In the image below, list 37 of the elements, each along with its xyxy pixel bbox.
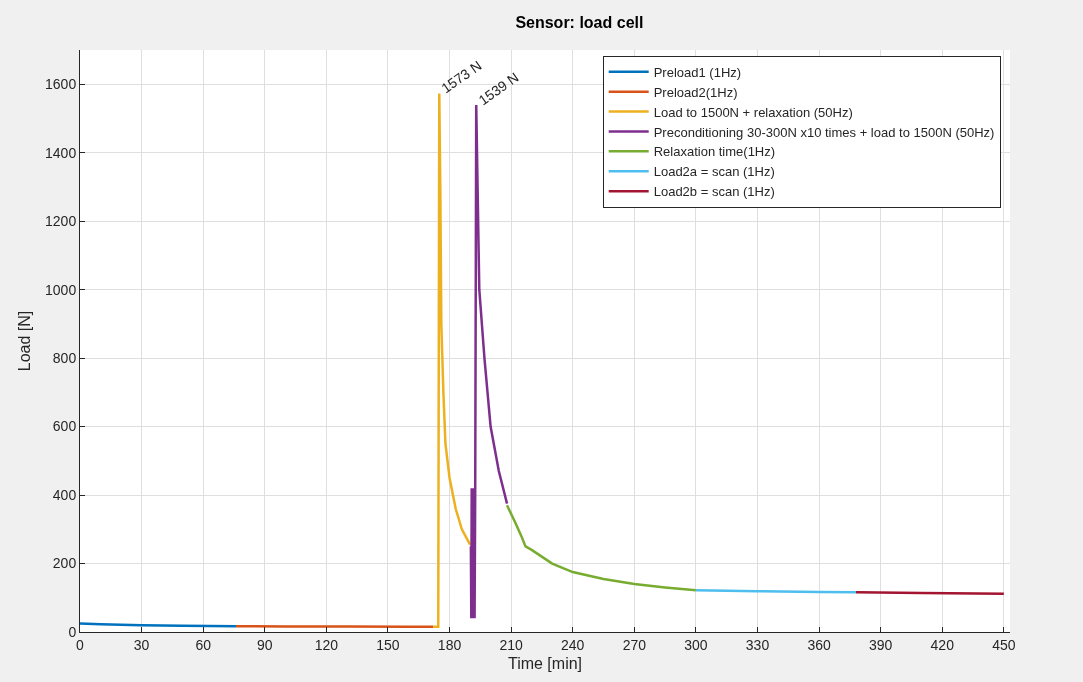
x-tick-label: 180 [437, 636, 462, 653]
y-tick-label: 1000 [45, 281, 77, 298]
y-tick-label: 1400 [45, 144, 77, 161]
legend-label: Preconditioning 30-300N x10 times + load to 1500N (50Hz) [653, 124, 995, 140]
chart-title: Sensor: load cell [515, 14, 644, 32]
x-tick-label: 150 [376, 636, 400, 653]
x-tick-label: 120 [314, 636, 339, 653]
x-tick-label: 390 [868, 636, 893, 653]
x-tick-label: 360 [807, 636, 831, 653]
y-tick-label: 1600 [45, 76, 77, 93]
x-tick-label: 270 [622, 636, 647, 653]
y-tick-label: 600 [52, 418, 77, 435]
x-tick-label: 300 [684, 636, 708, 653]
legend-label: Preload1 (1Hz) [653, 64, 742, 80]
legend-label: Preload2(1Hz) [653, 84, 738, 100]
legend-label: Load to 1500N + relaxation (50Hz) [653, 104, 853, 120]
y-tick-label: 200 [52, 555, 77, 572]
line-series [469, 103, 509, 620]
x-tick-label: 60 [195, 636, 212, 653]
line-series [431, 92, 472, 629]
x-axis-title: Time [min] [507, 655, 583, 673]
y-tick-label: 800 [52, 350, 77, 367]
legend-label: Load2a = scan (1Hz) [653, 164, 775, 180]
x-tick-label: 450 [992, 636, 1016, 653]
y-tick-label: 400 [52, 486, 77, 503]
y-tick-label: 0 [68, 623, 77, 640]
y-axis-title: Load [N] [15, 310, 33, 372]
legend-label: Relaxation time(1Hz) [653, 144, 776, 160]
x-tick-label: 30 [133, 636, 150, 653]
legend-label: Load2b = scan (1Hz) [653, 184, 775, 200]
x-tick-label: 420 [930, 636, 955, 653]
line-series [505, 504, 698, 592]
x-tick-label: 90 [256, 636, 273, 653]
x-tick-label: 330 [745, 636, 770, 653]
x-tick-label: 210 [499, 636, 524, 653]
y-tick-label: 1200 [45, 213, 77, 230]
x-tick-label: 240 [561, 636, 585, 653]
